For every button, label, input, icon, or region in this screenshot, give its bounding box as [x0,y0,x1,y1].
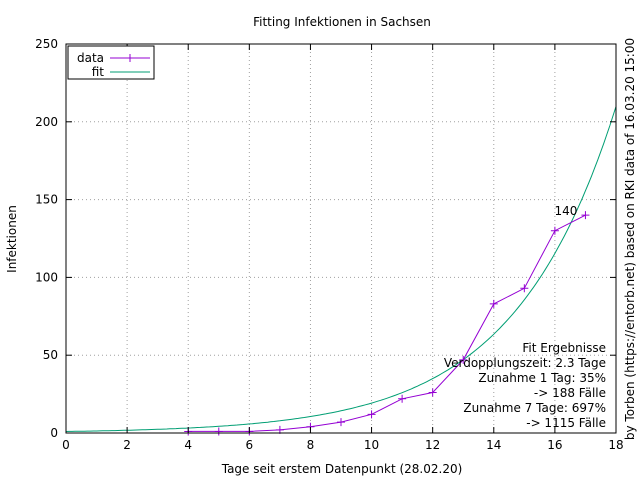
y-tick-label: 100 [35,270,58,284]
data-point [337,418,345,427]
y-axis-label: Infektionen [5,205,19,273]
results-line-1: Fit Ergebnisse [522,341,606,355]
annotation-layer: 140 [555,204,578,218]
legend-box [67,45,155,80]
data-point [459,355,468,364]
axis-ticks: 0 2 4 6 8 10 12 14 16 18 0 50 100 150 200 250 [35,37,624,452]
x-tick-label: 16 [547,438,562,452]
data-point [398,394,407,403]
legend-label-fit: fit [92,65,105,79]
data-point [428,388,437,397]
data-point [581,211,590,220]
data-point [489,299,498,308]
y-tick-label: 50 [43,348,58,362]
results-line-6: -> 1115 Fälle [526,416,606,430]
data-point [520,284,529,293]
x-tick-label: 10 [364,438,379,452]
results-line-3: Zunahme 1 Tag: 35% [478,371,606,385]
data-line [188,214,586,432]
legend-marker-data [126,54,134,62]
data-point [367,410,376,419]
chart-title: Fitting Infektionen in Sachsen [253,15,431,29]
results-line-4: -> 188 Fälle [534,386,606,400]
data-point [214,427,223,436]
x-tick-label: 2 [123,438,131,452]
x-tick-label: 14 [486,438,501,452]
y-tick-label: 150 [35,193,58,207]
x-tick-label: 12 [425,438,440,452]
fit-results-box: Fit Ergebnisse Verdopplungszeit: 2.3 Tag… [444,341,606,430]
x-tick-label: 4 [184,438,192,452]
annotation-140: 140 [555,204,578,218]
fit-series-layer [65,106,617,432]
y-tick-label: 250 [35,37,58,51]
legend-label-data: data [77,51,104,65]
fit-curve [65,106,617,432]
results-line-5: Zunahme 7 Tage: 697% [463,401,606,415]
plot-border [65,43,617,434]
y-tick-label: 200 [35,115,58,129]
x-tick-label: 6 [246,438,254,452]
x-axis-label: Tage seit erstem Datenpunkt (28.02.20) [221,462,463,476]
data-point [550,226,559,235]
grid-lines [66,44,616,433]
results-line-2: Verdopplungszeit: 2.3 Tage [444,356,606,370]
legend: data fit [67,45,155,80]
x-tick-label: 0 [62,438,70,452]
data-series-layer [184,211,590,436]
y-tick-label: 0 [50,426,58,440]
side-credit-label: by Torben (https://entorb.net) based on … [623,38,637,440]
x-tick-label: 8 [307,438,315,452]
x-tick-label: 18 [608,438,623,452]
